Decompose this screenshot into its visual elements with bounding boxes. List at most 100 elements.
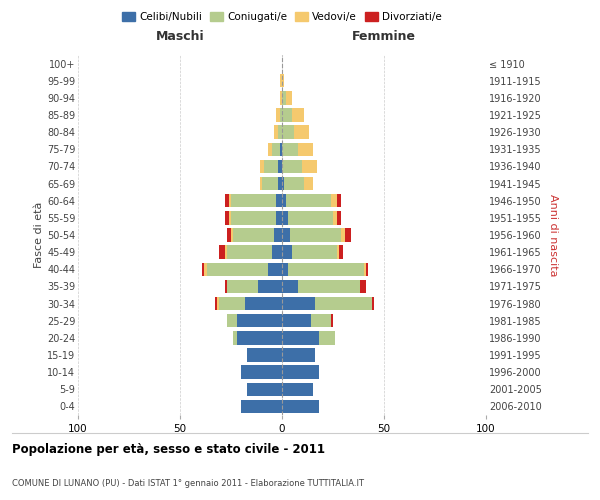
Bar [365,262,368,276]
Bar [233,228,274,241]
Bar [282,382,313,396]
Bar [276,211,282,224]
Bar [298,280,359,293]
Bar [288,262,364,276]
Bar [292,246,337,259]
Bar [319,331,335,344]
Bar [278,160,282,173]
Bar [225,211,229,224]
Bar [282,126,294,139]
Bar [282,228,290,241]
Bar [292,108,304,122]
Bar [282,246,292,259]
Bar [311,314,331,328]
Bar [282,366,319,379]
Bar [219,297,245,310]
Bar [280,74,282,88]
Bar [274,228,282,241]
Bar [282,160,302,173]
Bar [205,262,206,276]
Bar [331,194,337,207]
Bar [215,297,217,310]
Bar [225,280,227,293]
Bar [231,194,276,207]
Bar [282,262,288,276]
Bar [231,228,233,241]
Bar [247,348,282,362]
Bar [241,400,282,413]
Bar [202,262,205,276]
Bar [247,382,282,396]
Bar [217,297,219,310]
Bar [227,280,257,293]
Bar [272,142,280,156]
Bar [282,177,284,190]
Bar [227,314,237,328]
Bar [364,262,365,276]
Legend: Celibi/Nubili, Coniugati/e, Vedovi/e, Divorziati/e: Celibi/Nubili, Coniugati/e, Vedovi/e, Di… [118,8,446,26]
Bar [286,91,292,104]
Bar [282,108,292,122]
Bar [225,194,229,207]
Bar [282,280,298,293]
Bar [219,246,225,259]
Bar [227,228,231,241]
Bar [337,211,341,224]
Bar [341,228,345,241]
Bar [241,366,282,379]
Bar [206,262,268,276]
Bar [278,177,282,190]
Bar [237,331,282,344]
Bar [282,211,288,224]
Bar [229,211,231,224]
Bar [372,297,374,310]
Bar [282,91,286,104]
Bar [282,348,314,362]
Y-axis label: Anni di nascita: Anni di nascita [548,194,559,276]
Bar [337,246,339,259]
Bar [290,228,341,241]
Bar [286,194,331,207]
Bar [280,108,282,122]
Bar [231,211,276,224]
Bar [262,177,278,190]
Bar [345,228,352,241]
Bar [274,126,278,139]
Y-axis label: Fasce di età: Fasce di età [34,202,44,268]
Bar [302,160,317,173]
Bar [276,194,282,207]
Bar [272,246,282,259]
Text: Femmine: Femmine [352,30,416,43]
Bar [359,280,365,293]
Bar [294,126,308,139]
Bar [282,400,319,413]
Bar [282,314,311,328]
Bar [288,211,333,224]
Bar [260,160,263,173]
Bar [337,194,341,207]
Bar [280,142,282,156]
Bar [263,160,278,173]
Bar [298,142,313,156]
Bar [245,297,282,310]
Bar [314,297,372,310]
Bar [333,211,337,224]
Bar [229,194,231,207]
Text: COMUNE DI LUNANO (PU) - Dati ISTAT 1° gennaio 2011 - Elaborazione TUTTITALIA.IT: COMUNE DI LUNANO (PU) - Dati ISTAT 1° ge… [12,479,364,488]
Text: Popolazione per età, sesso e stato civile - 2011: Popolazione per età, sesso e stato civil… [12,442,325,456]
Bar [225,246,227,259]
Bar [282,194,286,207]
Bar [304,177,313,190]
Bar [331,314,333,328]
Bar [227,246,272,259]
Bar [339,246,343,259]
Bar [268,262,282,276]
Bar [282,142,298,156]
Bar [282,74,284,88]
Bar [282,331,319,344]
Bar [233,331,237,344]
Bar [257,280,282,293]
Bar [260,177,262,190]
Text: Maschi: Maschi [155,30,205,43]
Bar [282,297,314,310]
